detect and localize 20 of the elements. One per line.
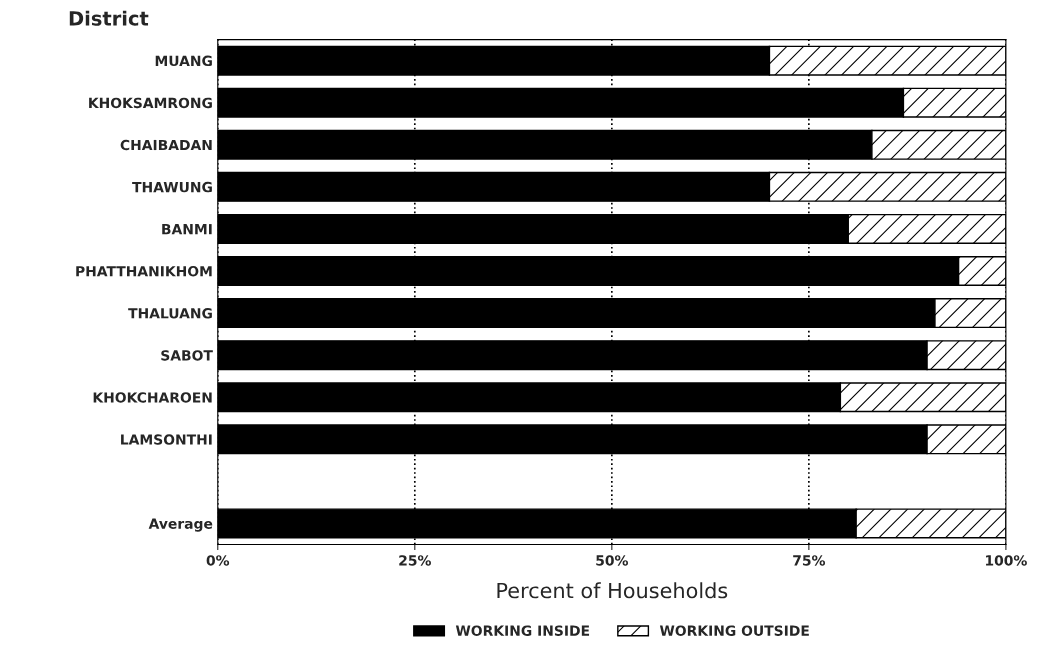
x-tick-label: 25%	[399, 555, 431, 566]
y-tick-label: THALUANG	[128, 308, 212, 319]
x-axis-title: Percent of Households	[497, 582, 728, 599]
y-tick-label: CHAIBADAN	[120, 139, 212, 151]
y-tick-label: THAWUNG	[132, 181, 212, 193]
legend-label: WORKING INSIDE	[455, 625, 590, 636]
x-tick-label: 50%	[596, 555, 629, 566]
y-tick-label: SABOT	[161, 350, 213, 361]
x-tick-label: 75%	[793, 555, 826, 566]
y-tick-label: KHOKSAMRONG	[89, 97, 212, 109]
y-tick-label: PHATTHANIKHOM	[76, 265, 212, 277]
x-tick-label: 100%	[986, 555, 1027, 566]
x-tick-label: 0%	[206, 555, 230, 566]
y-tick-label: Average	[148, 518, 213, 532]
y-tick-label: KHOKCHAROEN	[93, 392, 212, 403]
y-tick-label: BANMI	[162, 224, 212, 235]
y-tick-label: LAMSONTHI	[121, 434, 212, 445]
y-axis-title: District	[69, 10, 149, 26]
legend-label: WORKING OUTSIDE	[659, 625, 809, 636]
y-tick-label: MUANG	[155, 55, 212, 67]
